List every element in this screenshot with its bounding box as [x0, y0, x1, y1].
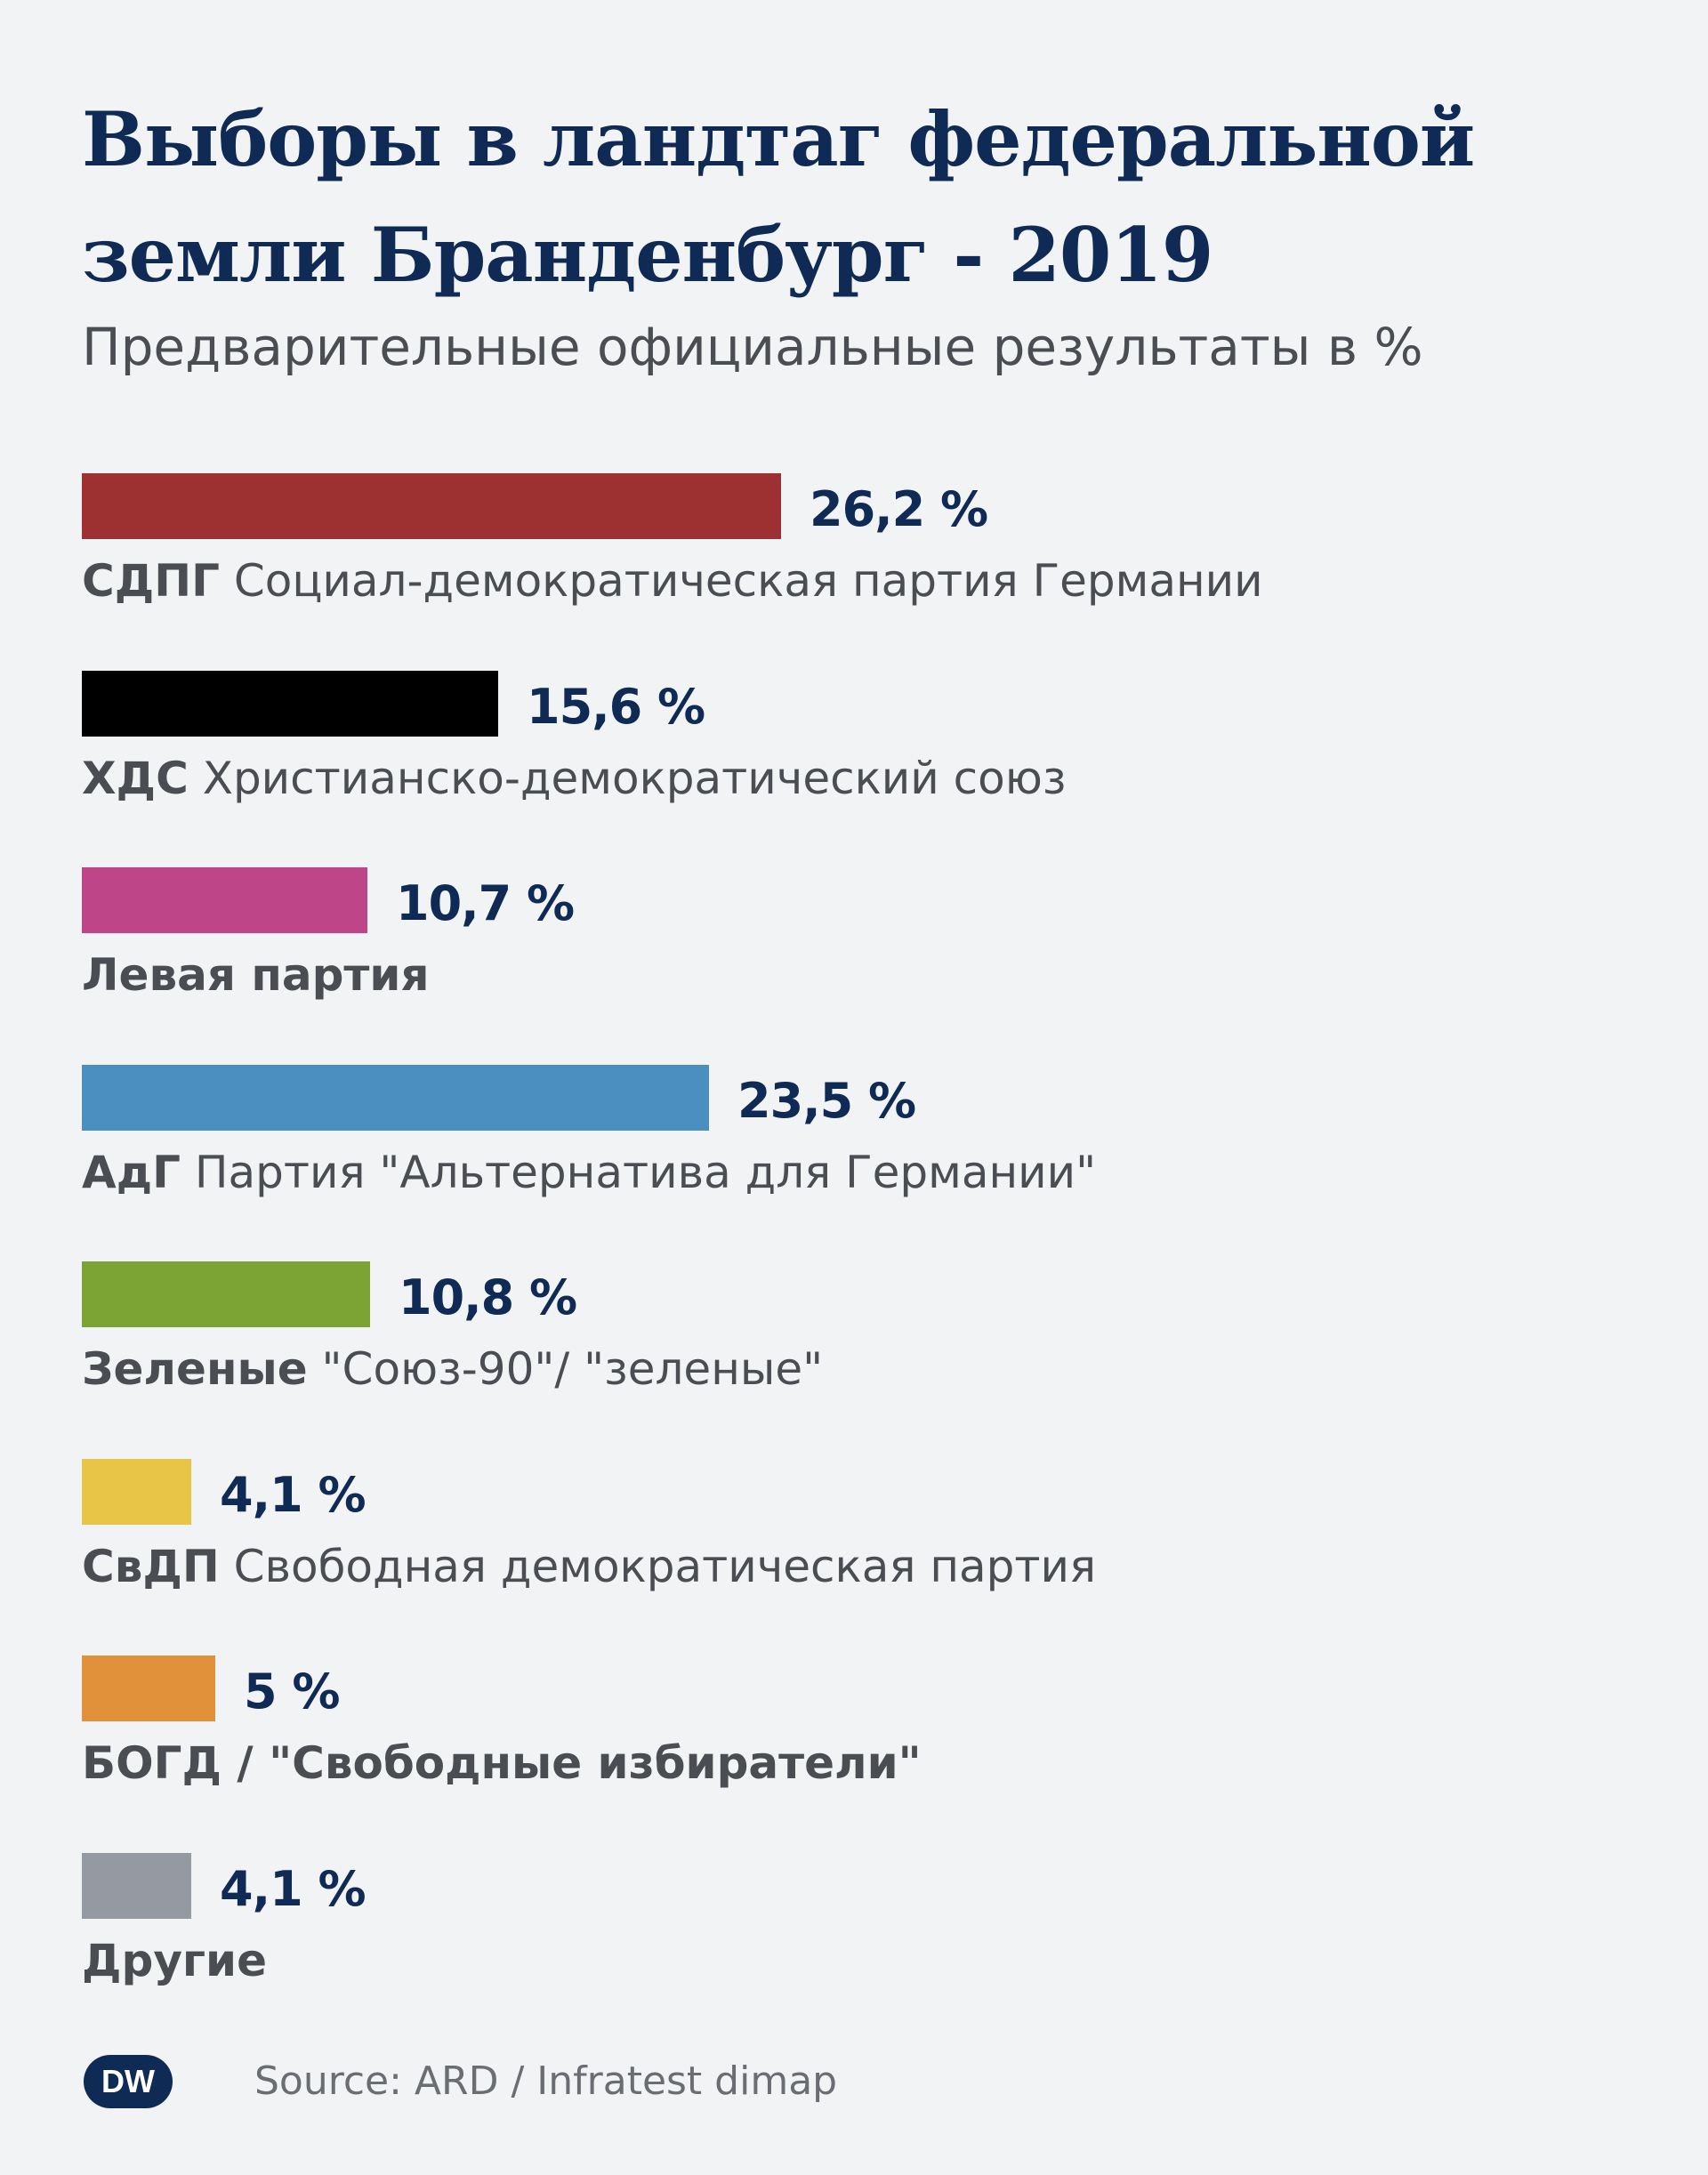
- dw-logo-icon: DW: [84, 2055, 173, 2108]
- party-abbreviation: Зеленые: [82, 1343, 308, 1395]
- bar-value-label: 4,1 %: [220, 1467, 367, 1523]
- category-label: СДПГ Социал-демократическая партия Герма…: [82, 550, 1263, 612]
- footer: DW Source: ARD / Infratest dimap: [82, 2046, 1594, 2117]
- bar-value-label: 5 %: [244, 1663, 340, 1720]
- bar-row: 26,2 % СДПГ Социал-демократическая партия…: [82, 473, 1665, 616]
- bar-row: 23,5 % АдГ Партия "Альтернатива для Герма…: [82, 1065, 1665, 1207]
- bar-row: 5 % БОГД / "Свободные избиратели": [82, 1655, 1665, 1798]
- party-abbreviation: СвДП: [82, 1541, 220, 1592]
- party-abbreviation: Левая партия: [82, 949, 430, 1001]
- bar: [82, 1459, 191, 1525]
- bar: [82, 867, 367, 933]
- party-abbreviation: БОГД / "Свободные избиратели": [82, 1737, 922, 1789]
- party-abbreviation: ХДС: [82, 753, 189, 804]
- bar-value-label: 23,5 %: [737, 1073, 916, 1129]
- bar: [82, 473, 781, 539]
- bar: [82, 1853, 191, 1919]
- source-note: Source: ARD / Infratest dimap: [254, 2058, 838, 2104]
- bar-row: 10,7 % Левая партия: [82, 867, 1665, 1010]
- bar-value-label: 15,6 %: [527, 679, 705, 735]
- category-label: Другие: [82, 1929, 267, 1992]
- category-label: СвДП Свободная демократическая партия: [82, 1535, 1096, 1598]
- bar: [82, 671, 498, 737]
- bar: [82, 1065, 709, 1131]
- bar-value-label: 10,8 %: [399, 1269, 577, 1325]
- bar: [82, 1655, 215, 1721]
- bar-row: 10,8 % Зеленые "Союз-90"/ "зеленые": [82, 1261, 1665, 1404]
- chart-subtitle: Предварительные официальные результаты в…: [82, 317, 1423, 377]
- category-label: Зеленые "Союз-90"/ "зеленые": [82, 1338, 823, 1400]
- party-abbreviation: СДПГ: [82, 555, 220, 607]
- party-full-name: Социал-демократическая партия Германии: [233, 555, 1263, 607]
- party-abbreviation: АдГ: [82, 1147, 181, 1198]
- party-abbreviation: Другие: [82, 1935, 267, 1986]
- bar-row: 4,1 % Другие: [82, 1853, 1665, 1995]
- bar-value-label: 4,1 %: [220, 1861, 367, 1917]
- chart-title: Выборы в ландтаг федеральной земли Бранд…: [82, 95, 1475, 299]
- category-label: БОГД / "Свободные избиратели": [82, 1732, 922, 1794]
- bar-value-label: 10,7 %: [396, 875, 575, 931]
- logo-text: DW: [101, 2063, 155, 2099]
- bar-value-label: 26,2 %: [810, 481, 988, 537]
- party-full-name: Партия "Альтернатива для Германии": [194, 1147, 1097, 1198]
- category-label: Левая партия: [82, 944, 430, 1006]
- party-full-name: "Союз-90"/ "зеленые": [321, 1343, 824, 1395]
- bar-row: 15,6 % ХДС Христианско-демократический со…: [82, 671, 1665, 813]
- party-full-name: Свободная демократическая партия: [233, 1541, 1097, 1592]
- party-full-name: Христианско-демократический союз: [202, 753, 1067, 804]
- bar: [82, 1261, 370, 1327]
- bar-row: 4,1 % СвДП Свободная демократическая парт…: [82, 1459, 1665, 1601]
- category-label: АдГ Партия "Альтернатива для Германии": [82, 1141, 1096, 1204]
- category-label: ХДС Христианско-демократический союз: [82, 747, 1066, 810]
